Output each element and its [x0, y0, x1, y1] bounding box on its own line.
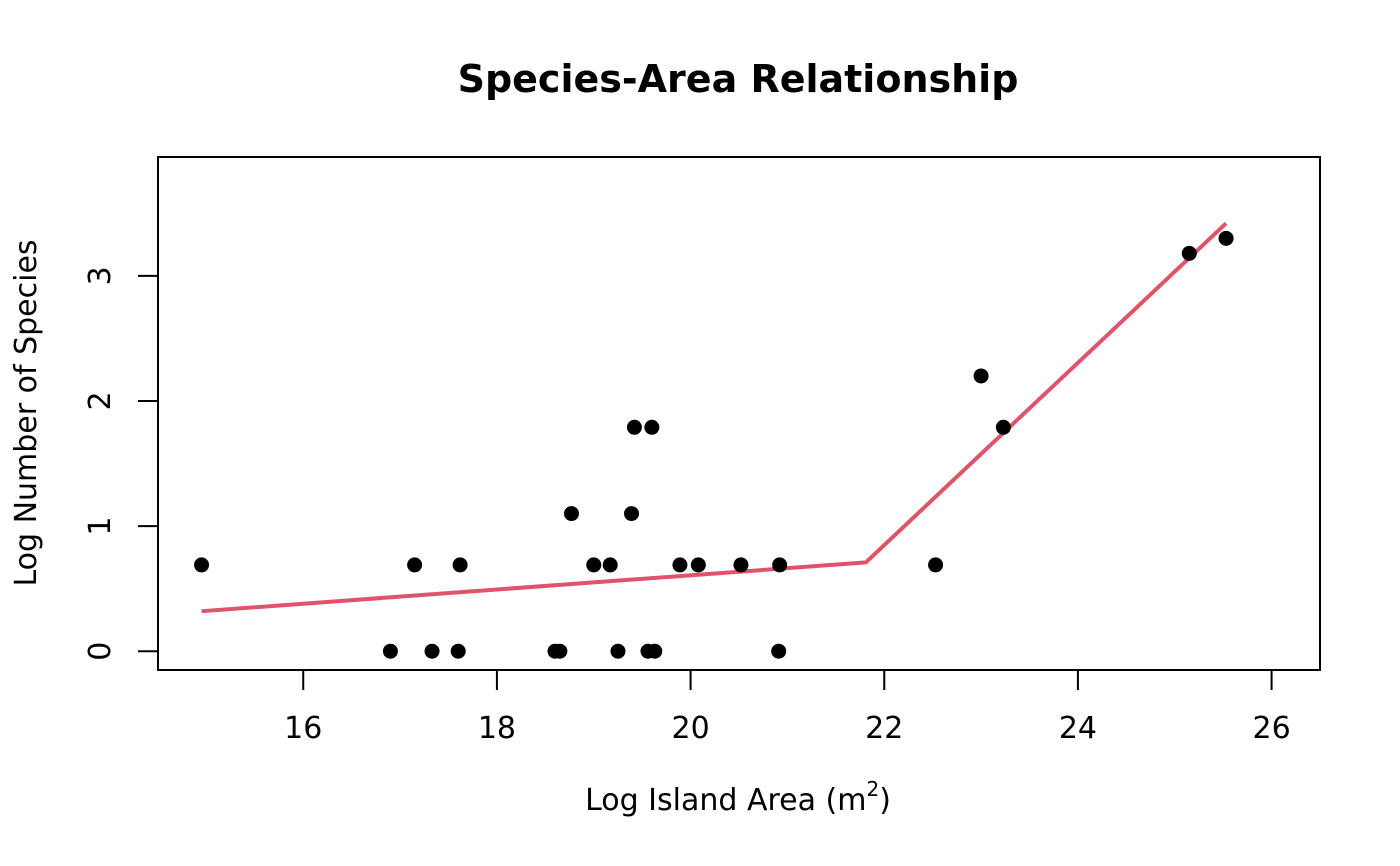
y-axis: 0 1 2 3: [83, 266, 159, 661]
data-point: [382, 643, 398, 659]
x-axis: 16 18 20 22 24 26: [284, 669, 1291, 746]
data-point: [610, 643, 626, 659]
data-point: [995, 419, 1011, 435]
x-tick-label: 18: [478, 711, 516, 746]
data-point: [452, 557, 468, 573]
data-point: [407, 557, 423, 573]
data-point: [552, 643, 568, 659]
data-point: [672, 557, 688, 573]
x-tick-label: 22: [865, 711, 903, 746]
x-tick-label: 24: [1059, 711, 1097, 746]
y-tick-label: 3: [83, 266, 118, 285]
data-point: [424, 643, 440, 659]
data-point: [647, 643, 663, 659]
data-point: [450, 643, 466, 659]
fit-line: [201, 221, 1228, 614]
data-point: [586, 557, 602, 573]
data-point: [690, 557, 706, 573]
y-axis-label: Log Number of Species: [9, 239, 44, 586]
y-tick-label: 1: [83, 517, 118, 536]
chart-title: Species-Area Relationship: [458, 57, 1019, 101]
x-axis-label-text: Log Island Area (m: [585, 783, 866, 818]
data-point: [928, 557, 944, 573]
data-point: [1218, 230, 1234, 246]
points-layer: [194, 230, 1234, 659]
data-point: [644, 419, 660, 435]
y-tick-label: 2: [83, 391, 118, 410]
data-point: [973, 368, 989, 384]
x-tick-label: 26: [1252, 711, 1290, 746]
fit-line-layer: [201, 221, 1228, 614]
data-point: [602, 557, 618, 573]
data-point: [624, 506, 640, 522]
data-point: [733, 557, 749, 573]
data-point: [1181, 245, 1197, 261]
plot-frame: [157, 156, 1321, 671]
data-point: [626, 419, 642, 435]
data-point: [772, 557, 788, 573]
data-point: [563, 506, 579, 522]
y-tick-label: 0: [83, 642, 118, 661]
data-point: [194, 557, 210, 573]
x-tick-label: 20: [671, 711, 709, 746]
x-axis-label: Log Island Area (m2): [585, 777, 891, 818]
x-tick-label: 16: [284, 711, 322, 746]
x-axis-label-superscript: 2: [866, 777, 879, 801]
data-point: [771, 643, 787, 659]
x-axis-label-close: ): [879, 783, 891, 818]
